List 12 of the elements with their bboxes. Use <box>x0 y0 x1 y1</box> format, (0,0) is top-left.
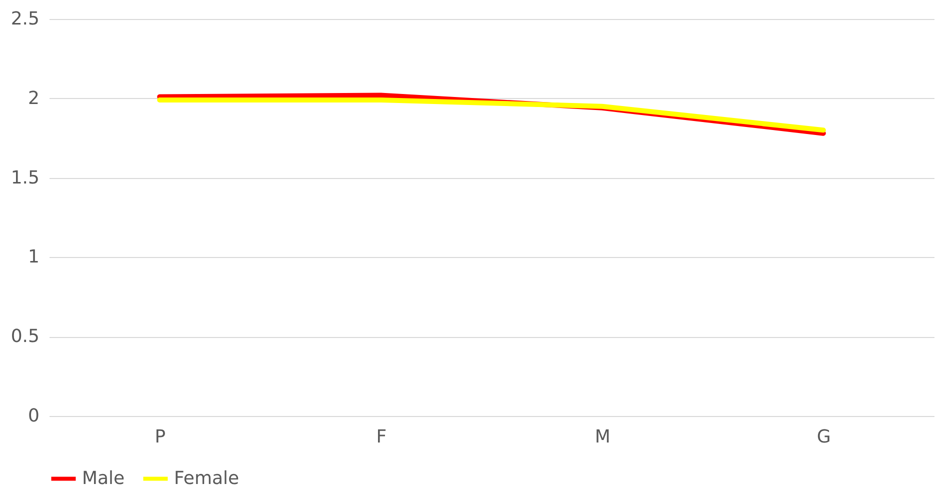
y-tick-label: 2.5 <box>10 8 40 30</box>
legend-label: Male <box>82 468 125 489</box>
y-tick-label: 0 <box>28 406 40 426</box>
x-tick-label: F <box>376 426 387 448</box>
y-tick-label: 0.5 <box>10 326 40 348</box>
x-tick-label: G <box>816 426 831 448</box>
x-tick-label: M <box>594 426 610 448</box>
legend-label: Female <box>174 468 240 489</box>
y-tick-label: 1 <box>28 246 40 268</box>
y-tick-label: 1.5 <box>10 167 40 188</box>
y-tick-label: 2 <box>28 88 40 109</box>
x-tick-label: P <box>154 426 166 448</box>
